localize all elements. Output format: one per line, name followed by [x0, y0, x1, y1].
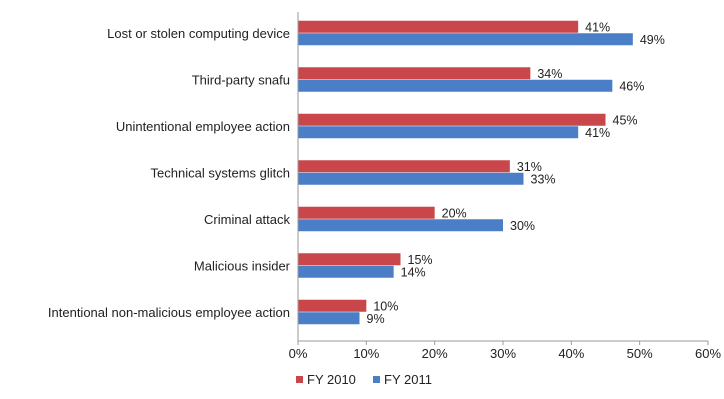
- data-label: 41%: [585, 126, 610, 140]
- bar-fy2011: [298, 219, 503, 232]
- bar-fy2010: [298, 160, 510, 173]
- bar-fy2011: [298, 312, 360, 325]
- data-label: 34%: [537, 67, 562, 81]
- x-tick-label: 10%: [353, 346, 379, 361]
- bar-fy2011: [298, 172, 524, 185]
- data-label: 31%: [517, 160, 542, 174]
- category-label: Technical systems glitch: [151, 165, 290, 180]
- category-label: Third-party snafu: [192, 72, 290, 87]
- data-label: 46%: [619, 79, 644, 93]
- bar-fy2011: [298, 33, 633, 46]
- legend-label: FY 2011: [384, 372, 432, 387]
- legend-swatch-fy2011: [373, 376, 380, 383]
- data-label: 20%: [442, 206, 467, 220]
- data-label: 14%: [401, 265, 426, 279]
- bar-fy2010: [298, 113, 606, 126]
- category-label: Lost or stolen computing device: [107, 26, 290, 41]
- x-tick-label: 40%: [558, 346, 584, 361]
- category-label: Malicious insider: [194, 258, 291, 273]
- data-label: 9%: [367, 312, 385, 326]
- x-tick-label: 30%: [490, 346, 516, 361]
- x-tick-label: 0%: [289, 346, 308, 361]
- category-label: Intentional non-malicious employee actio…: [48, 305, 290, 320]
- data-label: 49%: [640, 33, 665, 47]
- data-label: 10%: [373, 299, 398, 313]
- data-label: 15%: [408, 253, 433, 267]
- bar-fy2011: [298, 79, 613, 92]
- x-tick-label: 20%: [422, 346, 448, 361]
- bar-fy2010: [298, 67, 531, 80]
- data-label: 41%: [585, 20, 610, 34]
- bar-fy2011: [298, 126, 579, 139]
- bar-fy2010: [298, 20, 579, 33]
- legend-swatch-fy2010: [296, 376, 303, 383]
- x-tick-label: 50%: [627, 346, 653, 361]
- legend-label: FY 2010: [307, 372, 356, 387]
- category-label: Criminal attack: [204, 212, 290, 227]
- data-label: 45%: [613, 113, 638, 127]
- category-label: Unintentional employee action: [116, 119, 290, 134]
- data-label: 33%: [531, 172, 556, 186]
- data-label: 30%: [510, 219, 535, 233]
- bar-fy2010: [298, 206, 435, 219]
- bar-fy2010: [298, 253, 401, 266]
- bar-fy2011: [298, 265, 394, 278]
- x-tick-label: 60%: [695, 346, 721, 361]
- bar-fy2010: [298, 299, 367, 312]
